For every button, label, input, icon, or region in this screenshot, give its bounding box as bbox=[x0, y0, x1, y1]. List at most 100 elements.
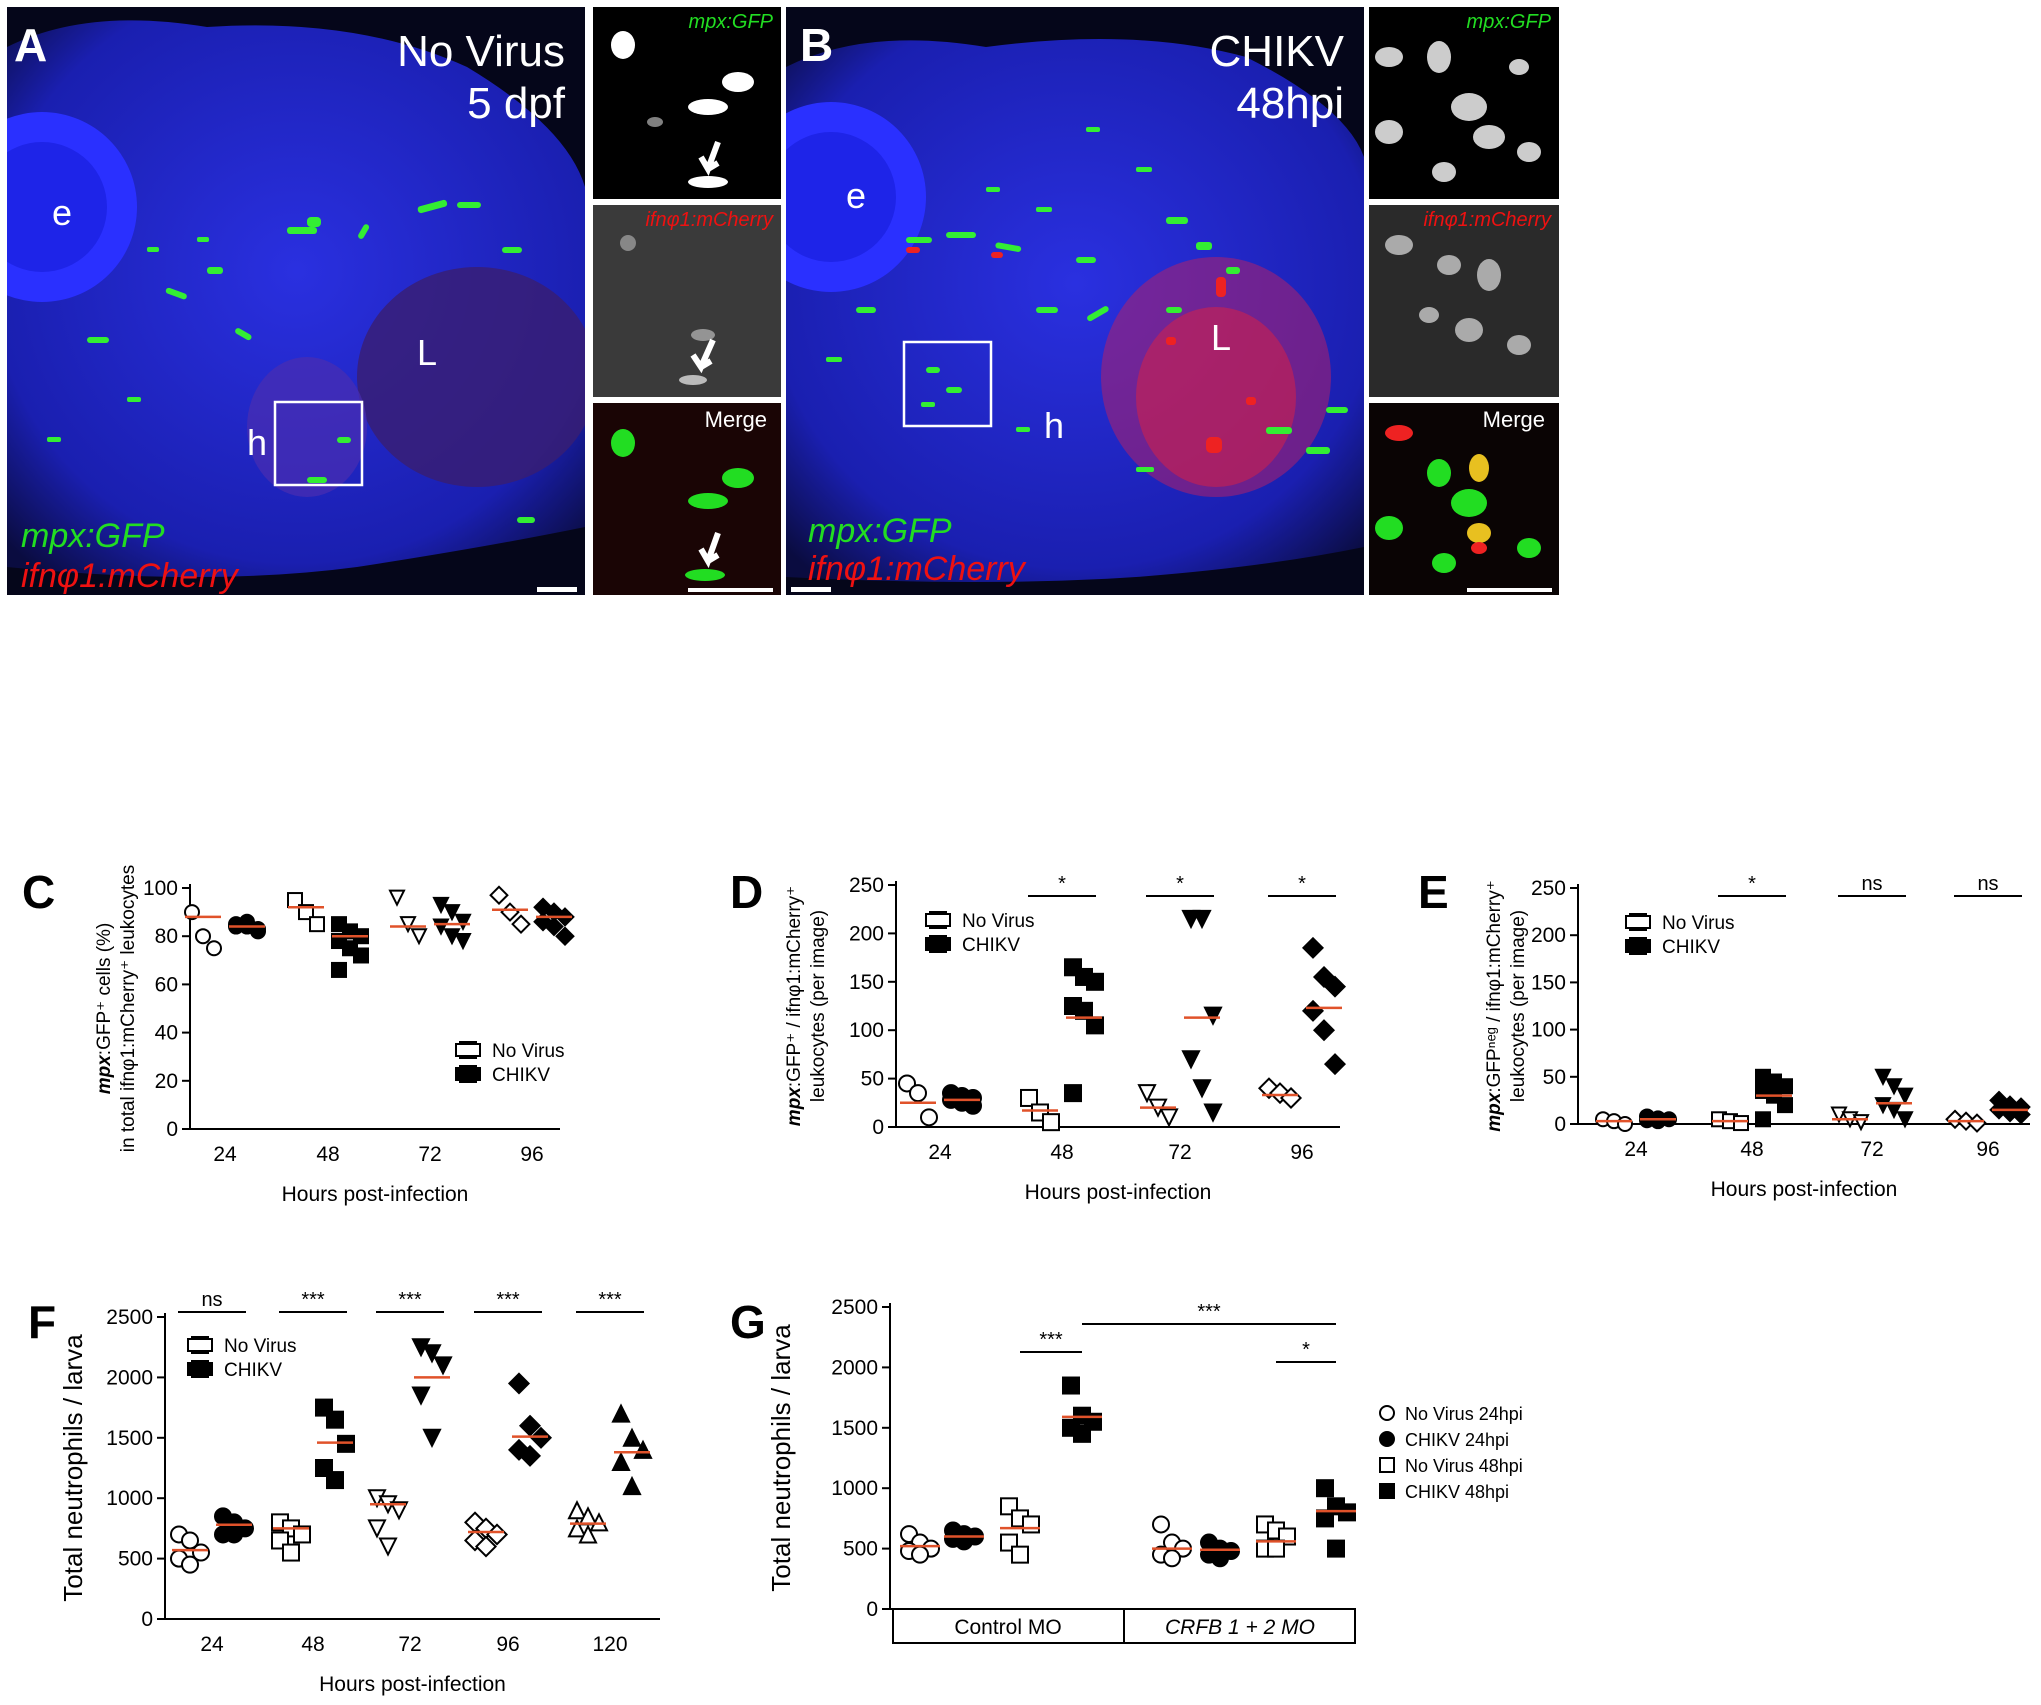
data-point bbox=[192, 1543, 210, 1562]
x-tick-label: 96 bbox=[520, 1143, 543, 1166]
data-point bbox=[1152, 1515, 1170, 1534]
legend-marker bbox=[1629, 913, 1647, 931]
data-point bbox=[518, 1444, 542, 1467]
data-point bbox=[1766, 1087, 1782, 1104]
data-point bbox=[944, 1521, 962, 1540]
data-point bbox=[500, 902, 520, 922]
data-point bbox=[228, 916, 244, 933]
data-point bbox=[1896, 1087, 1914, 1105]
data-point bbox=[1278, 1527, 1296, 1546]
panel-f-letter: F bbox=[28, 1296, 56, 1348]
data-point bbox=[1874, 1097, 1892, 1115]
data-point bbox=[1885, 1101, 1903, 1120]
data-point bbox=[1200, 1533, 1218, 1552]
data-point bbox=[911, 1545, 929, 1564]
data-point bbox=[1595, 1111, 1611, 1128]
significance-label: *** bbox=[598, 1289, 622, 1311]
panel-a-label-h: h bbox=[247, 422, 268, 463]
legend-marker bbox=[191, 1360, 209, 1378]
data-point bbox=[1606, 1113, 1622, 1130]
data-point bbox=[1312, 1019, 1336, 1042]
data-point bbox=[250, 923, 266, 940]
data-point bbox=[1323, 1053, 1347, 1076]
y-tick-label: 500 bbox=[118, 1548, 153, 1571]
data-point bbox=[454, 913, 472, 931]
data-point bbox=[1203, 1103, 1223, 1123]
y-tick-label: 0 bbox=[872, 1116, 884, 1139]
data-point bbox=[1181, 1050, 1201, 1070]
data-point bbox=[544, 916, 564, 937]
x-tick-label: 96 bbox=[496, 1633, 519, 1656]
data-point bbox=[1267, 1521, 1285, 1540]
panel-e-letter: E bbox=[1418, 866, 1449, 918]
data-point bbox=[378, 1537, 398, 1557]
x-tick-label: 24 bbox=[200, 1633, 224, 1656]
y-tick-label: 60 bbox=[155, 973, 178, 996]
data-point bbox=[1174, 1539, 1192, 1558]
data-point bbox=[326, 1471, 344, 1490]
data-point bbox=[589, 1512, 609, 1532]
x-tick-label: 72 bbox=[398, 1633, 421, 1656]
group-label-control: Control MO bbox=[954, 1616, 1061, 1639]
data-point bbox=[214, 1525, 232, 1544]
panel-a-label-l: L bbox=[417, 332, 438, 373]
data-point bbox=[507, 1438, 531, 1461]
data-point bbox=[337, 1434, 355, 1453]
data-point bbox=[1086, 1016, 1104, 1035]
data-point bbox=[287, 892, 303, 909]
y-tick-label: 100 bbox=[849, 1019, 884, 1042]
data-point bbox=[228, 918, 244, 935]
data-point bbox=[1073, 1406, 1091, 1425]
legend-swatch bbox=[925, 913, 951, 927]
legend-label: CHIKV 24hpi bbox=[1405, 1430, 1509, 1450]
data-point bbox=[518, 1414, 542, 1437]
data-point bbox=[315, 1398, 333, 1417]
y-tick-label: 40 bbox=[155, 1022, 178, 1045]
data-point bbox=[1885, 1078, 1903, 1096]
data-point bbox=[474, 1517, 498, 1540]
data-point bbox=[555, 926, 575, 947]
y-tick-label: 150 bbox=[849, 971, 884, 994]
data-point bbox=[511, 914, 531, 934]
data-point bbox=[1163, 1549, 1181, 1568]
data-point bbox=[1301, 999, 1325, 1022]
panel-a-inset-green-label: mpx:GFP bbox=[688, 11, 773, 33]
legend-label: CHIKV bbox=[224, 1360, 282, 1381]
panel-b-inset-merge-label: Merge bbox=[1482, 407, 1545, 432]
data-point bbox=[1073, 1424, 1091, 1443]
data-point bbox=[1338, 1503, 1356, 1522]
data-point bbox=[184, 904, 200, 921]
data-point bbox=[1639, 1108, 1655, 1125]
significance-label: ns bbox=[1861, 873, 1882, 895]
x-tick-label: 96 bbox=[1976, 1138, 1999, 1161]
data-point bbox=[1989, 1090, 2009, 1111]
data-point bbox=[225, 1525, 243, 1544]
data-point bbox=[1064, 958, 1082, 977]
y-tick-label: 50 bbox=[1543, 1066, 1566, 1089]
x-axis-label: Hours post-infection bbox=[282, 1183, 469, 1206]
chart-d: D 0 50 100 150 200 250 mpx:GFP⁺ / ifnφ1:mCherry… bbox=[730, 866, 1347, 1204]
x-tick-label: 120 bbox=[592, 1633, 627, 1656]
y-tick-label: 200 bbox=[1531, 924, 1566, 947]
chart-g: G 0 500 1000 1500 2000 2500 Total neutrophils /… bbox=[730, 1296, 1523, 1644]
data-point bbox=[1163, 1533, 1181, 1552]
significance-label: ns bbox=[201, 1289, 222, 1311]
data-point bbox=[1312, 965, 1336, 988]
panel-a-inset-merge: Merge bbox=[593, 403, 781, 595]
data-point bbox=[2011, 1104, 2031, 1125]
data-point bbox=[1874, 1068, 1892, 1087]
y-tick-label: 1500 bbox=[831, 1417, 878, 1440]
x-tick-label: 72 bbox=[418, 1143, 441, 1166]
data-point bbox=[1062, 1376, 1080, 1395]
y-axis-label: Total neutrophils / larva bbox=[58, 1334, 88, 1602]
legend-label: CHIKV bbox=[962, 935, 1020, 956]
panel-a-tissue bbox=[7, 20, 585, 592]
legend-swatch bbox=[1625, 939, 1651, 953]
data-point bbox=[1755, 1068, 1771, 1085]
data-point bbox=[1031, 1103, 1049, 1122]
y-tick-label: 1000 bbox=[831, 1477, 878, 1500]
data-point bbox=[1316, 1509, 1334, 1528]
data-point bbox=[214, 1507, 232, 1526]
data-point bbox=[1755, 1111, 1771, 1128]
data-point bbox=[622, 1427, 642, 1447]
